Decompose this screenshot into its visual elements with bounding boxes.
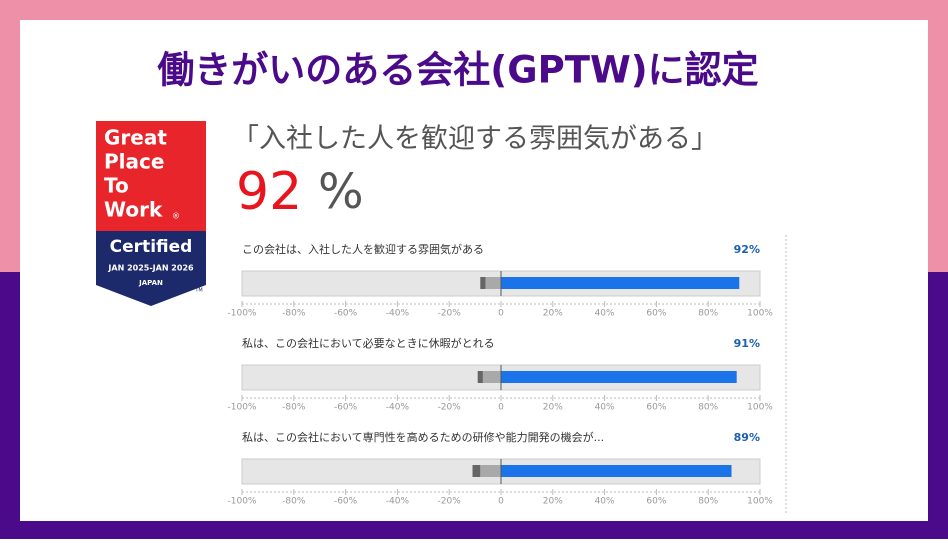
badge-certified: Certified (110, 237, 193, 257)
x-tick-label: -100% (228, 497, 257, 507)
x-tick-label: -80% (282, 497, 306, 507)
bar (485, 277, 501, 289)
badge-line: Work (104, 198, 163, 222)
x-tick-label: 80% (698, 497, 718, 507)
chart-title: 私は、この会社において専門性を高めるための研修や能力開発の機会が... (242, 430, 604, 444)
badge-country: JAPAN (138, 279, 163, 287)
title: 働きがいのある会社(GPTW)に認定 (157, 49, 758, 92)
quote: 「入社した人を歓迎する雰囲気がある」 (232, 124, 718, 155)
x-tick-label: -100% (228, 403, 257, 413)
x-tick-label: 80% (698, 309, 718, 319)
badge-period: JAN 2025-JAN 2026 (107, 264, 194, 273)
x-tick-label: -60% (334, 497, 358, 507)
badge-line: To (104, 174, 129, 198)
x-tick-label: 0 (498, 309, 504, 319)
bar (501, 277, 740, 289)
x-tick-label: -60% (334, 403, 358, 413)
x-tick-label: 0 (498, 403, 504, 413)
x-tick-label: -20% (438, 497, 462, 507)
x-tick-label: 100% (747, 403, 773, 413)
x-tick-label: 100% (747, 309, 773, 319)
x-tick-label: -80% (282, 403, 306, 413)
x-tick-label: 20% (543, 403, 563, 413)
value-label: 92% (734, 243, 760, 256)
badge-line: Place (104, 150, 164, 174)
bar (501, 371, 737, 383)
x-tick-label: -40% (386, 497, 410, 507)
chart-title: この会社は、入社した人を歓迎する雰囲気がある (242, 242, 484, 256)
badge-registered: ® (172, 212, 180, 221)
x-tick-label: 0 (498, 497, 504, 507)
x-tick-label: -20% (438, 403, 462, 413)
x-tick-label: 60% (646, 309, 666, 319)
x-tick-label: -40% (386, 403, 410, 413)
badge-red (96, 121, 206, 231)
bar (482, 371, 501, 383)
bar (477, 371, 483, 383)
badge-shield (96, 231, 206, 306)
x-tick-label: 40% (595, 309, 615, 319)
bar (480, 277, 486, 289)
x-tick-label: -80% (282, 309, 306, 319)
value-label: 89% (734, 431, 760, 444)
badge-line: Great (104, 126, 167, 150)
bar (501, 465, 732, 477)
value-label: 91% (734, 337, 760, 350)
x-tick-label: 100% (747, 497, 773, 507)
chart-title: 私は、この会社において必要なときに休暇がとれる (242, 336, 495, 350)
x-tick-label: 20% (543, 309, 563, 319)
bar (472, 465, 481, 477)
highlight-unit: % (318, 164, 364, 220)
x-tick-label: -60% (334, 309, 358, 319)
x-tick-label: 40% (595, 497, 615, 507)
x-tick-label: 60% (646, 497, 666, 507)
highlight-number: 92 (236, 162, 302, 222)
x-tick-label: -40% (386, 309, 410, 319)
badge-tm: TM (194, 288, 202, 294)
bar (480, 465, 501, 477)
x-tick-label: 80% (698, 403, 718, 413)
x-tick-label: 20% (543, 497, 563, 507)
x-tick-label: -20% (438, 309, 462, 319)
x-tick-label: -100% (228, 309, 257, 319)
x-tick-label: 40% (595, 403, 615, 413)
x-tick-label: 60% (646, 403, 666, 413)
